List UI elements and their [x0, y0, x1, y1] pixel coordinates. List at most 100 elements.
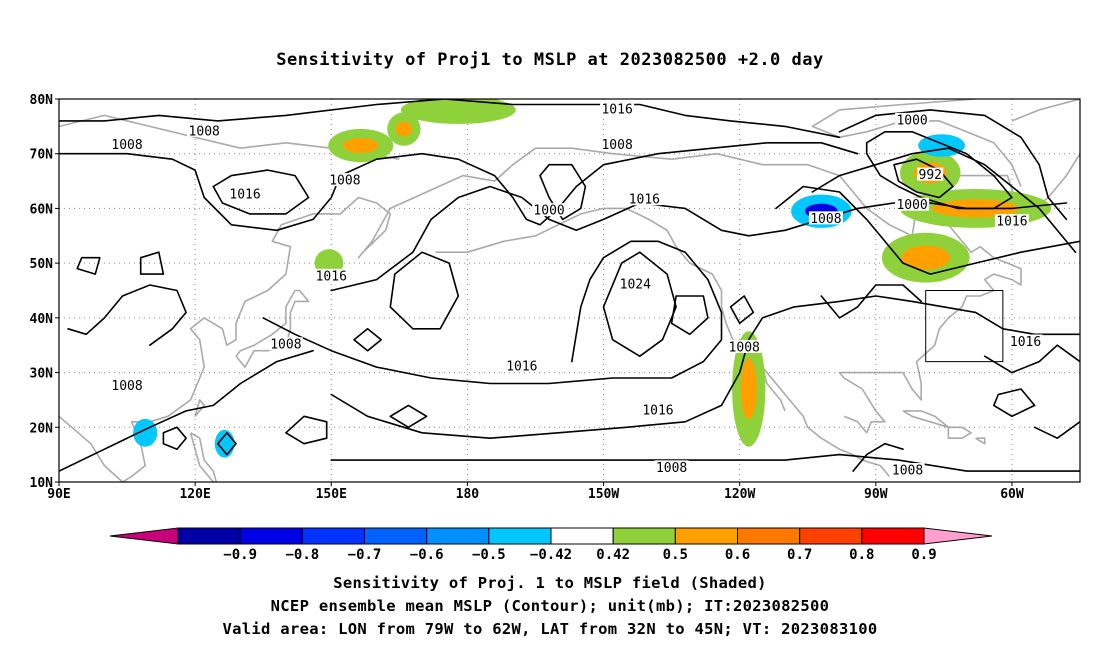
coastline: [811, 99, 1022, 187]
isobar: [993, 388, 1036, 418]
colorbar-label: −0.42: [530, 547, 572, 563]
contour-label-bg: [268, 337, 303, 351]
colorbar-swatch: [674, 527, 738, 545]
colorbar-swatch: [239, 527, 303, 545]
colorbar-max-triangle: [923, 527, 993, 545]
sensitivity-patch-core: [740, 358, 757, 420]
colorbar-swatch: [861, 527, 925, 545]
contour-label-bg: [600, 137, 635, 151]
sensitivity-patch-core: [901, 245, 951, 270]
colorbar-label: 0.5: [663, 547, 688, 563]
sensitivity-patch-core: [220, 437, 229, 450]
caption-valid-area: Valid area: LON from 79W to 62W, LAT fro…: [222, 620, 878, 638]
isobar: [59, 99, 446, 122]
contour-label-bg: [600, 101, 635, 115]
contour-label: 1008: [189, 124, 220, 139]
colorbar-swatch: [364, 527, 428, 545]
lat-tick-label: 70N: [30, 148, 54, 163]
contour-label-bg: [532, 203, 567, 217]
colorbar-swatch: [612, 527, 676, 545]
lon-tick-label: 120E: [179, 487, 210, 502]
colorbar-label: 0.8: [849, 547, 874, 563]
sensitivity-patch-core: [139, 426, 151, 439]
contour-label-bg: [618, 277, 653, 291]
lat-tick-label: 20N: [30, 421, 54, 436]
colorbar-label: 0.6: [725, 547, 750, 563]
colorbar-label: −0.7: [348, 547, 382, 563]
isobar: [59, 349, 314, 472]
contour-label: 1008: [892, 464, 923, 479]
coastline: [435, 207, 891, 478]
lon-tick-label: 180: [456, 487, 480, 502]
coastline: [947, 426, 972, 439]
lat-tick-label: 10N: [30, 476, 54, 491]
contour-label-bg: [727, 339, 762, 353]
isobar: [443, 99, 841, 139]
contour-label: 1008: [111, 379, 142, 394]
contour-label: 1016: [601, 102, 632, 117]
contour-label-bg: [187, 123, 222, 137]
contour-label: 1008: [810, 212, 841, 227]
isobar: [330, 453, 1080, 472]
caption-shaded: Sensitivity of Proj. 1 to MSLP field (Sh…: [333, 574, 767, 592]
colorbar-swatch: [737, 527, 801, 545]
coastline: [761, 366, 786, 412]
isobar: [775, 185, 1080, 275]
isobar: [353, 328, 382, 352]
isobar: [217, 432, 237, 456]
sensitivity-shading: [133, 99, 1052, 458]
isobar: [212, 169, 310, 215]
coastline: [235, 289, 310, 368]
isobar: [76, 256, 101, 275]
sensitivity-patch-core: [322, 257, 336, 270]
contour-label: 1016: [506, 360, 537, 375]
isobar: [893, 158, 954, 199]
contour-label: 1016: [316, 269, 347, 284]
colorbar-swatch: [550, 527, 614, 545]
lat-tick-label: 30N: [30, 367, 54, 382]
contour-label-bg: [994, 214, 1029, 228]
map-title: Sensitivity of Proj1 to MSLP at 20230825…: [276, 50, 824, 70]
colorbar-label: −0.6: [410, 547, 444, 563]
colorbar-label: 0.9: [911, 547, 936, 563]
isobar: [139, 251, 165, 275]
isobar: [330, 295, 1080, 439]
isobar: [983, 344, 1080, 374]
lat-tick-label: 60N: [30, 202, 54, 217]
coastline: [189, 432, 218, 482]
lat-tick-label: 80N: [30, 93, 54, 108]
isobar: [539, 163, 587, 221]
contour-label-bg: [228, 186, 263, 200]
isobar: [670, 295, 709, 336]
contour-label-bg: [917, 167, 944, 181]
isobar: [820, 284, 922, 319]
valid-area-box: [925, 290, 1004, 363]
colorbar-swatch: [488, 527, 552, 545]
colorbar: −0.9 −0.8 −0.7 −0.6 −0.5 −0.42 0.42 0.5 0.6 0.7 0.…: [109, 527, 993, 563]
contour-label: 1016: [229, 187, 260, 202]
contour-label: 1016: [642, 403, 673, 418]
isobar: [865, 131, 1013, 210]
isobar: [285, 415, 328, 445]
isobar: [811, 147, 1077, 253]
contour-label-bg: [640, 402, 675, 416]
lon-tick-label: 120W: [724, 487, 755, 502]
isobar: [838, 109, 1068, 221]
isobar: [162, 426, 187, 450]
colorbar-label: −0.5: [472, 547, 506, 563]
isobar: [262, 240, 723, 385]
contour-label-bg: [110, 378, 145, 392]
contour-label: 1008: [656, 461, 687, 476]
contour-label-bg: [808, 211, 843, 225]
contour-labels: 1016 1008 1008 1008 1000 1008 992 1016 1000 1016 1…: [110, 101, 1043, 479]
coastline: [1011, 99, 1080, 122]
colorbar-label: −0.8: [285, 547, 319, 563]
contour-label: 1008: [111, 138, 142, 153]
lon-tick-label: 90W: [864, 487, 888, 502]
mslp-contours: [59, 99, 1080, 472]
valid-area-rect: [925, 290, 1004, 363]
contour-label-bg: [627, 192, 662, 206]
contour-label-bg: [895, 112, 930, 126]
isobar: [389, 251, 460, 330]
